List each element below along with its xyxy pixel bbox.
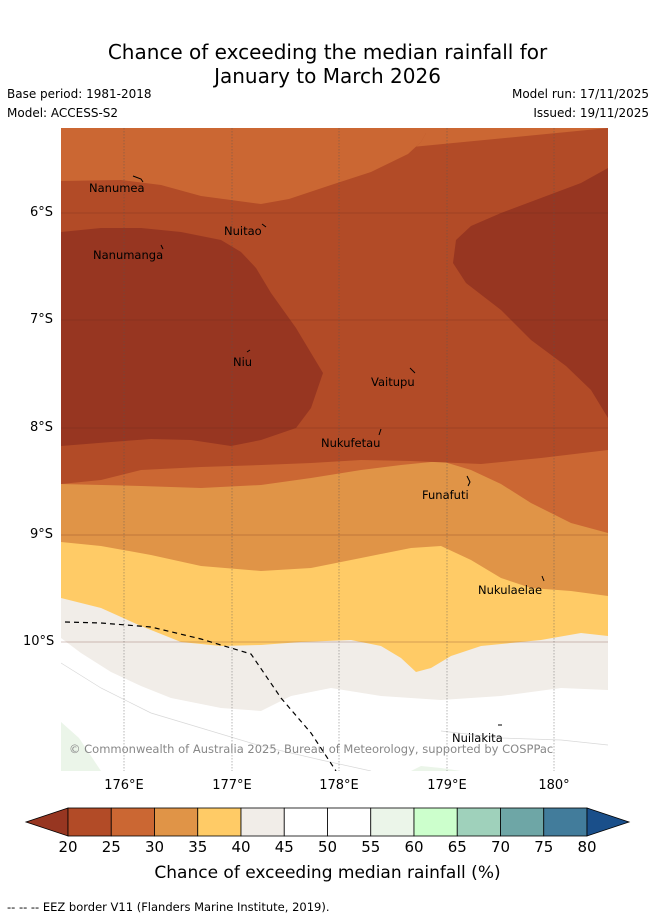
place-label: Nukulaelae	[478, 583, 543, 597]
colorbar-tick-label: 65	[447, 838, 467, 856]
colorbar-tick-label: 40	[231, 838, 251, 856]
colorbar-tick-label: 75	[534, 838, 554, 856]
band-20-west	[61, 228, 323, 446]
title-line-1: Chance of exceeding the median rainfall …	[107, 40, 548, 64]
colorbar-segment	[413, 807, 458, 837]
colorbar-segment	[500, 807, 545, 837]
copyright-notice: © Commonwealth of Australia 2025, Bureau…	[69, 742, 554, 756]
place-label: Nukufetau	[321, 436, 381, 450]
lon-label-178e: 178°E	[319, 778, 359, 793]
colorbar-label: Chance of exceeding median rainfall (%)	[154, 863, 501, 883]
eez-legend: -- -- -- EEZ border V11 (Flanders Marine…	[7, 900, 330, 914]
colorbar-tick-label: 70	[490, 838, 511, 856]
colorbar-segment	[543, 807, 588, 837]
colorbar-segment	[327, 807, 372, 837]
colorbar-tick-label: 55	[361, 838, 381, 856]
colorbar-segment	[67, 807, 112, 837]
lon-label-179e: 179°E	[427, 778, 467, 793]
colorbar-segment	[370, 807, 415, 837]
colorbar-tick-label: 20	[58, 838, 78, 856]
colorbar-tick-label: 35	[188, 838, 208, 856]
lat-label-10s: 10°S	[23, 634, 55, 649]
colorbar-segment	[283, 807, 328, 837]
colorbar-tick-label: 25	[101, 838, 121, 856]
model-name: Model: ACCESS-S2	[7, 106, 119, 120]
place-label: Niu	[233, 355, 253, 369]
place-label: Nanumea	[89, 181, 145, 195]
base-period: Base period: 1981-2018	[7, 87, 152, 101]
contour-line-1	[61, 662, 372, 771]
colorbar	[24, 807, 631, 837]
place-label: Nuilakita	[452, 731, 503, 745]
model-run: Model run: 17/11/2025	[511, 87, 649, 101]
place-label: Nanumanga	[93, 248, 164, 262]
colorbar-tick-label: 30	[144, 838, 165, 856]
colorbar-segment	[197, 807, 242, 837]
map-canvas	[61, 128, 608, 771]
lon-label-176e: 176°E	[104, 778, 144, 793]
band-30-north	[61, 128, 426, 204]
eez-border	[64, 621, 337, 771]
band-60-patch-bottom	[411, 766, 461, 771]
band-20-east	[453, 168, 608, 418]
colorbar-tick-label: 80	[577, 838, 597, 856]
lat-label-7s: 7°S	[30, 312, 54, 327]
contour-line-2	[440, 730, 608, 746]
place-label: Funafuti	[422, 488, 469, 502]
lat-label-8s: 8°S	[30, 420, 54, 435]
colorbar-segment	[110, 807, 155, 837]
lon-gridlines	[123, 128, 555, 771]
island-marks	[132, 175, 545, 726]
colorbar-segment	[240, 807, 285, 837]
colorbar-tick-label: 60	[404, 838, 424, 856]
lon-label-180: 180°	[538, 778, 570, 793]
place-label: Vaitupu	[371, 375, 415, 389]
colorbar-segment	[456, 807, 501, 837]
colorbar-tick-label: 50	[317, 838, 338, 856]
place-label: Nuitao	[224, 224, 262, 238]
title-line-2: January to March 2026	[214, 64, 441, 88]
colorbar-over-arrow	[586, 807, 631, 837]
issued-date: Issued: 19/11/2025	[533, 106, 649, 120]
lon-label-177e: 177°E	[212, 778, 252, 793]
colorbar-tick-label: 45	[274, 838, 294, 856]
band-60-patch	[61, 722, 101, 771]
lat-label-9s: 9°S	[30, 527, 54, 542]
colorbar-segment	[154, 807, 199, 837]
lat-gridlines	[61, 212, 608, 643]
colorbar-under-arrow	[24, 807, 69, 837]
lat-label-6s: 6°S	[30, 205, 54, 220]
rainfall-map[interactable]	[61, 128, 608, 771]
